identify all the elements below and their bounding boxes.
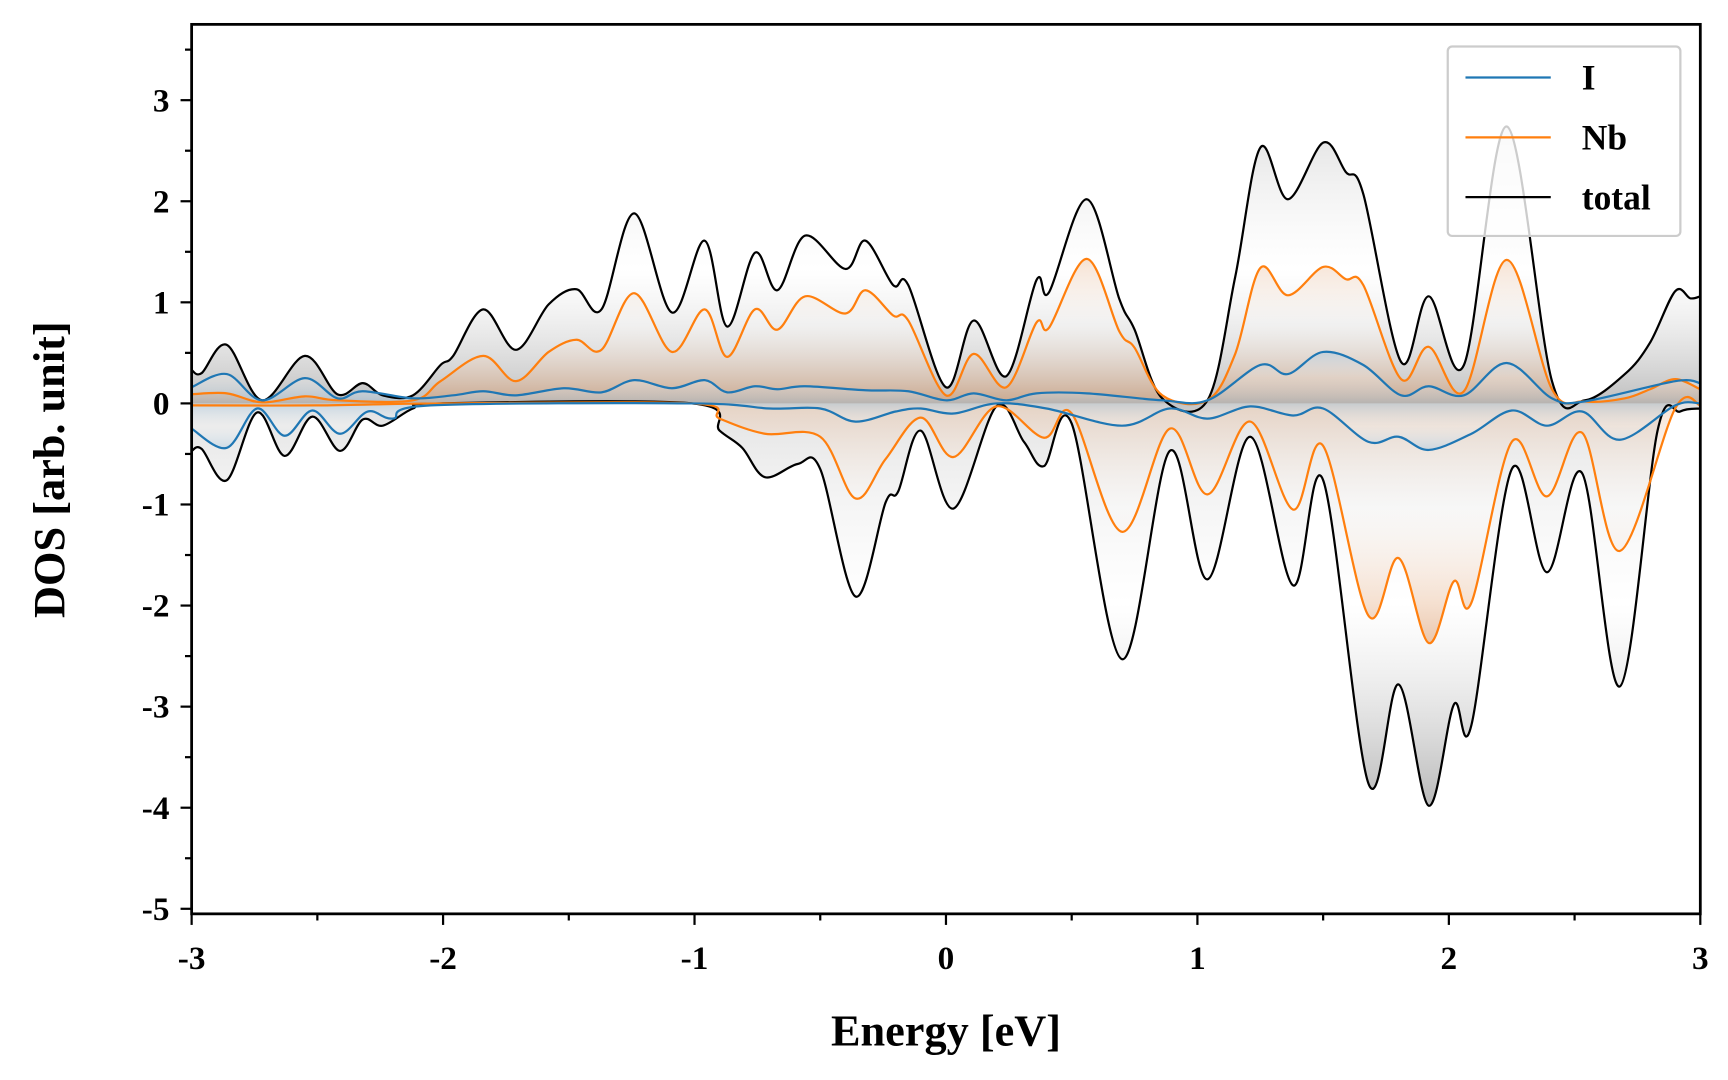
line-total-up [191, 125, 1701, 413]
y-axis-label: DOS [arb. unit] [25, 321, 74, 618]
x-tick-label: -2 [429, 940, 457, 977]
y-tick-label: 1 [153, 284, 170, 321]
x-axis-label: Energy [eV] [831, 1007, 1061, 1056]
x-tick-label: 2 [1441, 940, 1458, 977]
line-nb-down [191, 395, 1701, 645]
y-tick-label: 2 [153, 183, 170, 220]
y-tick-label: -5 [142, 891, 170, 928]
y-tick-label: -3 [142, 689, 170, 726]
x-tick-label: 3 [1692, 940, 1709, 977]
legend-label-total: total [1582, 177, 1651, 217]
x-tick-label: -3 [178, 940, 206, 977]
y-tick-label: -2 [142, 588, 170, 625]
y-tick-label: -1 [142, 487, 170, 524]
y-tick-label: 0 [153, 385, 170, 422]
fill-i-down [191, 402, 1701, 450]
fill-i-up [191, 351, 1701, 404]
legend: I Nb total [1446, 45, 1682, 238]
line-nb-up [191, 257, 1701, 406]
y-tick-label: -4 [142, 790, 170, 827]
x-tick-label: 0 [938, 940, 955, 977]
x-tick-label: -1 [681, 940, 709, 977]
legend-box [1446, 45, 1682, 238]
legend-label-i: I [1582, 58, 1596, 98]
legend-label-nb: Nb [1582, 118, 1627, 158]
x-tick-label: 1 [1189, 940, 1206, 977]
y-tick-label: 3 [153, 82, 170, 119]
line-i-up [191, 350, 1701, 405]
line-i-down [191, 401, 1701, 452]
